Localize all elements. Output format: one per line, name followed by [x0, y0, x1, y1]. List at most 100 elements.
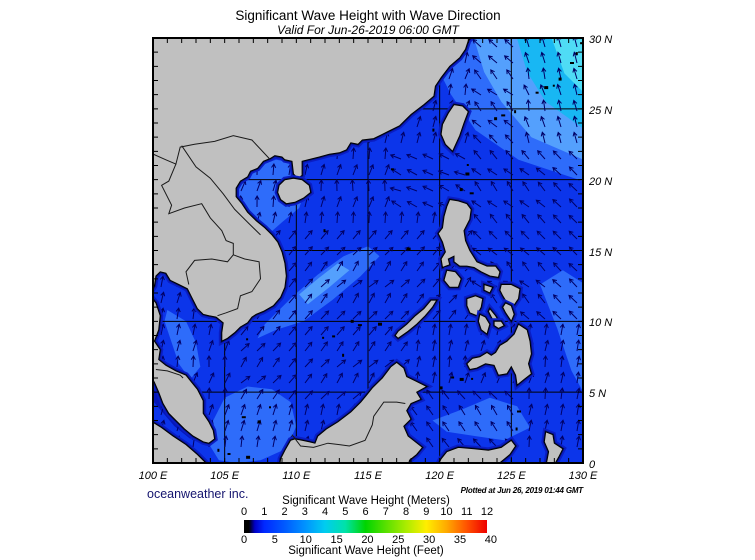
island-speck: [350, 319, 354, 323]
chart-subtitle: Valid For Jun-26-2019 06:00 GMT: [277, 22, 459, 37]
border-vietnam-cambodia: [217, 254, 262, 317]
island-speck: [558, 77, 562, 81]
island-speck: [517, 410, 521, 413]
legend-feet-tick: 20: [361, 534, 374, 546]
land-borneo: [279, 361, 428, 463]
island-speck: [552, 84, 555, 87]
island-speck: [406, 247, 411, 251]
border-vietnam-laos: [181, 145, 261, 236]
island-speck: [514, 110, 517, 114]
land-asia-mainland: [153, 38, 472, 343]
lon-tick-label: 130 E: [568, 470, 598, 482]
lon-tick-label: 110 E: [282, 470, 311, 482]
legend-title-feet: Significant Wave Height (Feet): [288, 545, 444, 557]
legend-meters-tick: 2: [281, 506, 288, 518]
lat-tick-label: 25 N: [589, 104, 613, 117]
lon-tick-label: 120 E: [425, 470, 455, 482]
island-speck: [459, 377, 464, 381]
legend-feet-tick: 25: [392, 534, 405, 546]
island-speck: [227, 453, 231, 455]
legend-feet-tick: 15: [330, 534, 343, 546]
island-speck: [471, 377, 474, 380]
lon-tick-label: 100 E: [138, 470, 168, 482]
land-negros: [477, 313, 491, 335]
land-taiwan: [440, 104, 469, 153]
island-speck: [451, 376, 455, 379]
sea-patch-celebes: [432, 397, 530, 441]
lon-tick-label: 115 E: [354, 470, 382, 482]
legend-meters-tick: 7: [382, 506, 389, 518]
legend-meters-tick: 10: [440, 506, 453, 518]
island-speck: [257, 420, 261, 424]
legend-feet-tick: 30: [423, 534, 436, 546]
island-speck: [439, 386, 443, 390]
border-laos: [160, 163, 234, 285]
island-speck: [535, 91, 539, 94]
island-speck: [378, 322, 382, 326]
land-bohol: [493, 320, 505, 329]
lat-tick-label: 30 N: [589, 34, 613, 46]
island-speck: [217, 448, 220, 452]
degree-ticks: [153, 38, 583, 463]
land-sulawesi: [438, 439, 517, 463]
land-malay-peninsula: [153, 298, 216, 444]
legend-colorbar: [244, 520, 487, 533]
land-palawan: [394, 299, 438, 339]
island-speck: [544, 86, 549, 90]
island-speck: [246, 338, 249, 341]
legend-meters-tick: 0: [240, 506, 248, 518]
island-speck: [580, 42, 583, 45]
island-speck: [469, 192, 474, 195]
border-china-vietnam: [153, 135, 270, 165]
legend-feet-tick: 5: [271, 534, 278, 546]
island-speck: [459, 188, 463, 192]
legend-meters-tick: 8: [402, 506, 410, 518]
border-malaysia-thailand: [155, 369, 184, 379]
legend-meters-tick: 9: [423, 506, 430, 518]
land-luzon: [437, 198, 501, 278]
credit-text: oceanweather inc.: [147, 487, 249, 501]
legend-feet-tick: 10: [299, 534, 312, 546]
lat-tick-label: 20 N: [589, 175, 613, 188]
land-leyte: [502, 302, 515, 323]
island-speck: [501, 114, 506, 117]
island-speck: [269, 406, 271, 409]
sea-patch-ne-4: [551, 38, 583, 92]
land-masbate: [483, 283, 494, 294]
legend-feet-tick: 0: [240, 534, 248, 546]
legend-meters-tick: 1: [261, 506, 268, 518]
lat-tick-label: 0: [589, 459, 596, 471]
land-mindanao: [466, 323, 532, 387]
land-mindoro: [443, 269, 462, 288]
plotted-timestamp: Plotted at Jun 26, 2019 01:44 GMT: [460, 486, 584, 495]
sea-patch-gulf-thailand: [164, 310, 201, 380]
lat-tick-label: 5 N: [589, 388, 607, 401]
island-speck: [390, 168, 394, 171]
island-speck: [246, 455, 251, 459]
island-speck: [466, 164, 469, 166]
lon-tick-label: 105 E: [210, 470, 240, 482]
chart-title: Significant Wave Height with Wave Direct…: [235, 8, 501, 23]
border-borneo-internal: [291, 401, 406, 448]
lat-tick-label: 15 N: [589, 246, 613, 259]
legend-meters-tick: 11: [461, 506, 473, 518]
lon-tick-label: 125 E: [496, 470, 526, 482]
legend-title-meters: Significant Wave Height (Meters): [282, 495, 450, 507]
land-sumatra: [153, 421, 207, 463]
island-speck: [575, 52, 578, 56]
island-speck: [465, 172, 470, 176]
legend-feet-tick: 40: [484, 534, 497, 546]
island-speck: [432, 128, 435, 132]
small-islands: [217, 42, 583, 459]
lat-tick-label: 10 N: [589, 317, 613, 330]
island-speck: [515, 427, 518, 431]
island-speck: [332, 335, 336, 338]
island-speck: [322, 336, 325, 339]
island-speck: [570, 62, 574, 64]
legend-meters-tick: 3: [301, 506, 308, 518]
island-speck: [494, 117, 498, 121]
legend-meters-tick: 5: [342, 506, 349, 518]
title-block: Significant Wave Height with Wave Direct…: [153, 8, 583, 37]
land-hainan: [277, 177, 312, 205]
